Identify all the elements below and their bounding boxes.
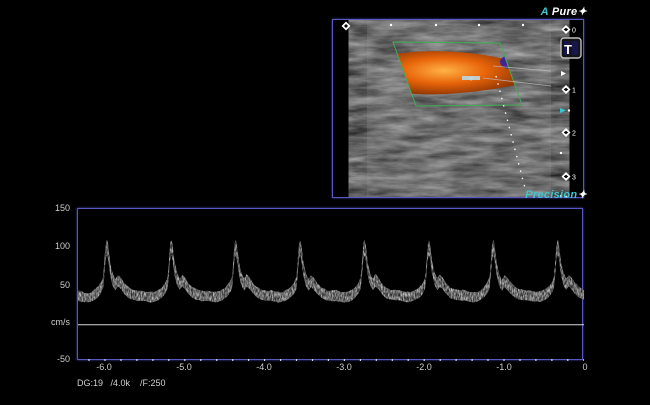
svg-text:0: 0 [572, 28, 576, 35]
svg-text:1: 1 [572, 88, 576, 95]
svg-text:3: 3 [572, 175, 576, 182]
svg-text:2: 2 [572, 131, 576, 138]
svg-text:T: T [564, 42, 572, 57]
